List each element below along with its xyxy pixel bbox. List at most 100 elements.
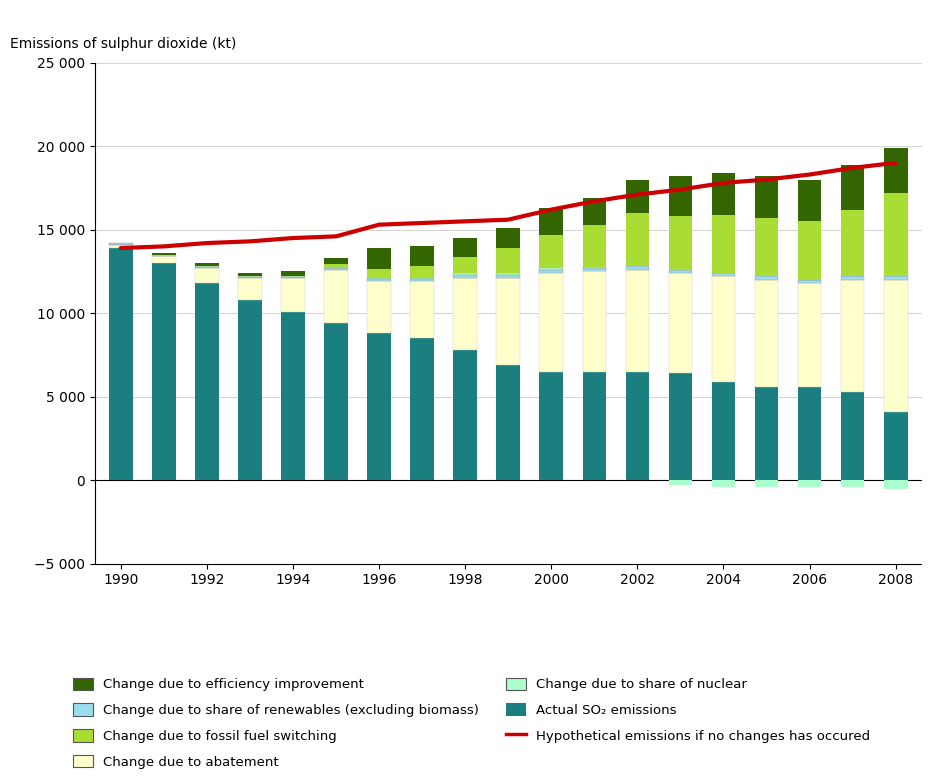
Bar <box>281 312 305 480</box>
Bar <box>798 283 822 387</box>
Bar <box>368 334 391 480</box>
Bar <box>109 244 133 245</box>
Bar <box>841 392 864 480</box>
Bar <box>453 257 477 273</box>
Bar <box>841 276 864 280</box>
Text: Emissions of sulphur dioxide (kt): Emissions of sulphur dioxide (kt) <box>10 37 236 51</box>
Bar <box>841 210 864 276</box>
Bar <box>669 270 693 273</box>
Bar <box>582 272 606 372</box>
Bar <box>754 280 778 387</box>
Bar <box>324 323 348 480</box>
Bar <box>540 269 563 270</box>
Bar <box>754 176 778 218</box>
Bar <box>754 218 778 276</box>
Bar <box>582 372 606 480</box>
Bar <box>625 179 649 213</box>
Bar <box>497 273 520 275</box>
Bar <box>582 198 606 225</box>
Bar <box>324 270 348 323</box>
Bar <box>582 225 606 267</box>
Bar <box>669 216 693 270</box>
Bar <box>712 173 735 215</box>
Bar <box>109 245 133 248</box>
Bar <box>497 229 520 248</box>
Bar <box>754 387 778 480</box>
Bar <box>625 213 649 266</box>
Bar <box>453 273 477 275</box>
Bar <box>884 148 907 193</box>
Bar <box>540 372 563 480</box>
Bar <box>324 268 348 269</box>
Bar <box>195 267 219 268</box>
Bar <box>195 283 219 480</box>
Bar <box>754 480 778 487</box>
Bar <box>625 270 649 372</box>
Bar <box>884 276 907 280</box>
Bar <box>195 262 219 266</box>
Bar <box>884 280 907 412</box>
Bar <box>368 247 391 269</box>
Bar <box>884 193 907 276</box>
Bar <box>540 208 563 235</box>
Bar <box>195 266 219 267</box>
Bar <box>540 270 563 273</box>
Bar <box>324 269 348 270</box>
Bar <box>410 281 434 338</box>
Bar <box>841 280 864 392</box>
Bar <box>410 278 434 279</box>
Bar <box>669 273 693 373</box>
Bar <box>798 179 822 222</box>
Bar <box>410 338 434 480</box>
Bar <box>281 271 305 276</box>
Bar <box>754 276 778 280</box>
Bar <box>841 164 864 210</box>
Bar <box>368 281 391 334</box>
Bar <box>368 269 391 278</box>
Bar <box>152 255 176 256</box>
Bar <box>152 253 176 254</box>
Bar <box>195 268 219 283</box>
Bar <box>582 267 606 268</box>
Bar <box>669 480 693 485</box>
Bar <box>625 266 649 270</box>
Bar <box>712 381 735 480</box>
Bar <box>368 279 391 281</box>
Bar <box>497 365 520 480</box>
Legend: Change due to efficiency improvement, Change due to share of renewables (excludi: Change due to efficiency improvement, Ch… <box>73 677 870 769</box>
Bar <box>410 266 434 278</box>
Bar <box>712 215 735 273</box>
Bar <box>152 263 176 480</box>
Bar <box>410 279 434 281</box>
Bar <box>410 246 434 266</box>
Bar <box>798 387 822 480</box>
Bar <box>625 372 649 480</box>
Bar <box>884 480 907 489</box>
Bar <box>324 258 348 264</box>
Bar <box>238 272 262 276</box>
Bar <box>368 278 391 279</box>
Bar <box>497 248 520 273</box>
Bar <box>109 248 133 480</box>
Bar <box>712 273 735 276</box>
Bar <box>669 373 693 480</box>
Bar <box>798 280 822 283</box>
Bar <box>712 276 735 381</box>
Bar <box>497 275 520 278</box>
Bar <box>582 268 606 272</box>
Bar <box>798 480 822 487</box>
Bar <box>453 275 477 278</box>
Bar <box>324 264 348 268</box>
Bar <box>152 254 176 255</box>
Bar <box>453 278 477 350</box>
Bar <box>453 238 477 257</box>
Bar <box>798 222 822 280</box>
Bar <box>281 276 305 278</box>
Bar <box>497 278 520 365</box>
Bar <box>238 276 262 278</box>
Bar <box>540 273 563 372</box>
Bar <box>238 300 262 480</box>
Bar <box>453 350 477 480</box>
Bar <box>540 235 563 269</box>
Bar <box>152 256 176 263</box>
